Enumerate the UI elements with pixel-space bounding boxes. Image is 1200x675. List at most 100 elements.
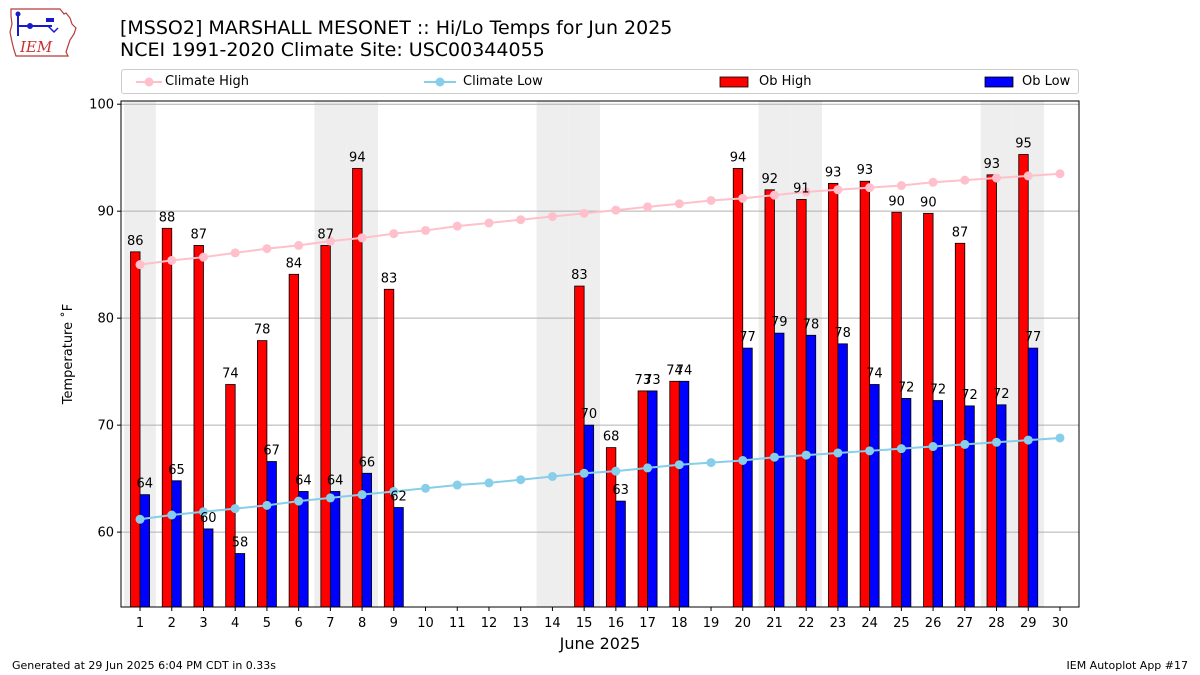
x-axis-label: June 2025 [559,634,641,653]
ob-high-bar [732,167,744,608]
climate-low-point [928,442,938,452]
climate-low-point [738,455,748,465]
climate-high-point [960,175,970,185]
climate-high-point [992,173,1002,183]
ob-high-value-label: 83 [571,268,588,283]
climate-low-point [452,480,462,490]
ob-low-value-label: 78 [834,326,851,341]
x-tick-label: 25 [893,616,910,631]
climate-low-point [579,468,589,478]
ob-low-value-label: 66 [359,455,376,470]
ob-low-value-label: 74 [676,363,693,378]
ob-low-value-label: 70 [581,407,598,422]
x-tick-label: 22 [798,616,815,631]
x-tick-label: 24 [861,616,878,631]
ob-high-value-label: 90 [888,194,905,209]
x-tick-label: 6 [295,616,303,631]
climate-high-point [611,205,621,215]
climate-high-point [1055,169,1065,179]
climate-low-point [1055,433,1065,443]
y-tick-label: 90 [97,205,114,220]
x-tick-label: 26 [925,616,942,631]
x-tick-label: 7 [326,616,334,631]
ob-low-value-label: 63 [612,483,629,498]
climate-high-point [865,183,875,193]
ob-low-value-label: 64 [327,473,344,488]
ob-high-value-label: 94 [349,150,366,165]
y-tick-label: 60 [97,526,114,541]
ob-low-value-label: 77 [1025,330,1042,345]
climate-low-point [325,493,335,503]
ob-low-bar [234,553,246,608]
ob-high-value-label: 92 [761,172,778,187]
ob-low-bar [805,334,817,608]
climate-high-point [135,260,145,270]
ob-high-bar [288,273,300,608]
ob-high-bar [923,212,934,608]
ob-high-bar [827,182,839,608]
climate-high-point [484,218,494,228]
climate-high-point [674,199,684,209]
y-tick-label: 80 [97,312,114,327]
x-tick-label: 20 [734,616,751,631]
climate-high-point [706,195,716,205]
ob-high-value-label: 86 [127,234,144,249]
climate-high-point [896,181,906,191]
ob-low-bar [171,480,182,608]
ob-high-value-label: 87 [190,227,207,242]
climate-low-point [706,458,716,468]
ob-low-bar [900,397,912,608]
climate-high-point [167,255,177,265]
x-tick-label: 29 [1020,616,1037,631]
ob-low-bar [742,347,753,608]
x-tick-label: 2 [168,616,176,631]
chart-title: [MSSO2] MARSHALL MESONET :: Hi/Lo Temps … [120,17,673,39]
x-tick-label: 12 [481,616,498,631]
chart-legend: Climate High Climate Low Ob High Ob Low [121,69,1079,94]
weekend-shade [536,101,569,607]
climate-high-point [1023,171,1033,181]
ob-low-value-label: 74 [866,366,883,381]
ob-low-bar [298,491,309,608]
climate-low-point [643,463,653,473]
climate-low-point [484,478,494,488]
legend-label: Climate Low [463,74,543,89]
climate-high-point [452,221,462,231]
ob-high-bar [859,180,871,608]
climate-high-point [928,177,938,187]
ob-high-bar [669,380,680,608]
iem-logo: IEM [9,8,77,57]
x-tick-label: 3 [199,616,207,631]
ob-high-value-label: 91 [793,181,810,196]
ob-low-value-label: 78 [803,317,820,332]
app-footer: IEM Autoplot App #17 [1066,659,1189,672]
x-tick-label: 17 [639,616,656,631]
ob-high-value-label: 87 [952,225,969,240]
ob-high-value-label: 90 [920,195,937,210]
climate-high-point [262,244,272,254]
climate-high-point [833,185,843,195]
climate-low-point [198,507,208,517]
ob-high-value-label: 88 [159,210,176,225]
x-tick-label: 13 [512,616,529,631]
ob-high-bar [130,251,141,608]
climate-low-point [135,514,145,524]
x-tick-label: 28 [988,616,1005,631]
ob-low-bar [266,461,277,608]
climate-low-line [139,436,1061,521]
climate-low-point [674,460,684,470]
climate-low-point [833,448,843,458]
climate-low-point [960,439,970,449]
climate-low-point [1023,435,1033,445]
ob-low-bar [329,491,341,608]
ob-low-value-label: 64 [295,473,312,488]
climate-low-point [547,471,557,481]
x-tick-label: 19 [703,616,720,631]
climate-high-point [389,229,399,239]
ob-high-bar [764,189,775,608]
climate-low-point [421,483,431,493]
ob-high-bar [193,245,204,608]
climate-high-line [139,172,1061,266]
ob-high-bar [891,211,902,608]
ob-low-value-label: 62 [390,490,407,505]
